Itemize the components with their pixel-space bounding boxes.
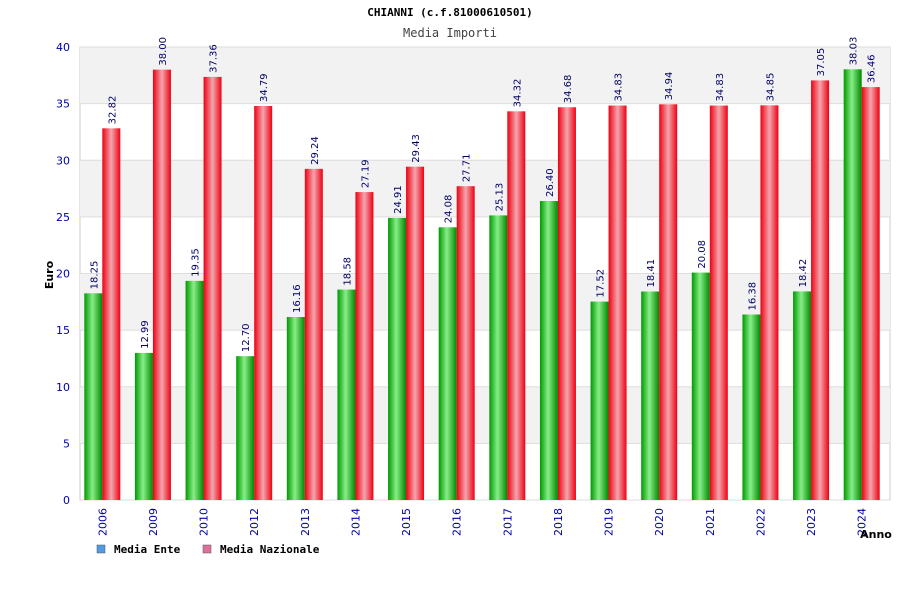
data-label: 16.38 [747, 282, 758, 311]
legend-label: Media Nazionale [220, 543, 320, 556]
x-tick-label: 2010 [198, 508, 211, 536]
data-label: 38.00 [158, 37, 169, 66]
bar-media-nazionale [709, 105, 728, 501]
bar-media-nazionale [507, 111, 526, 501]
x-tick-label: 2022 [754, 508, 767, 536]
bar-media-nazionale [608, 105, 627, 501]
bar-media-nazionale [760, 105, 779, 500]
bar-media-ente [539, 201, 558, 500]
y-tick-label: 10 [56, 381, 70, 394]
data-label: 19.35 [191, 248, 202, 277]
x-tick-label: 2023 [805, 508, 818, 536]
x-tick-label: 2021 [704, 508, 717, 536]
data-label: 37.05 [816, 48, 827, 77]
x-tick-label: 2018 [552, 508, 565, 536]
bar-media-nazionale [557, 107, 576, 501]
bar-media-ente [843, 69, 862, 501]
data-label: 12.70 [241, 324, 252, 353]
data-label: 34.83 [715, 73, 726, 102]
legend-label: Media Ente [114, 543, 181, 556]
data-label: 24.08 [444, 195, 455, 224]
bar-media-ente [84, 293, 103, 500]
bar-media-nazionale [254, 106, 273, 501]
bar-media-nazionale [811, 80, 830, 500]
x-tick-label: 2006 [96, 508, 109, 536]
data-label: 34.94 [664, 72, 675, 101]
data-label: 27.19 [360, 159, 371, 188]
y-tick-label: 35 [56, 98, 70, 111]
bar-media-nazionale [861, 87, 880, 500]
data-label: 32.82 [107, 96, 118, 125]
x-tick-label: 2020 [653, 508, 666, 536]
y-tick-label: 0 [63, 494, 70, 507]
chart-subtitle: Media Importi [403, 26, 497, 40]
data-label: 27.71 [462, 154, 473, 183]
x-axis-label: Anno [860, 528, 892, 541]
data-label: 18.41 [646, 259, 657, 288]
bar-media-nazionale [355, 192, 374, 501]
data-label: 18.58 [342, 257, 353, 286]
legend-swatch-media-nazionale [202, 544, 212, 554]
bar-media-nazionale [406, 166, 425, 500]
bar-media-nazionale [152, 69, 171, 501]
data-label: 17.52 [596, 269, 607, 298]
bar-media-ente [691, 272, 710, 500]
y-tick-label: 40 [56, 41, 70, 54]
bar-media-ente [641, 291, 660, 500]
data-label: 26.40 [545, 168, 556, 197]
data-label: 18.25 [89, 261, 100, 290]
y-tick-label: 25 [56, 211, 70, 224]
bar-media-ente [489, 215, 508, 500]
y-tick-label: 5 [63, 437, 70, 450]
data-label: 34.83 [614, 73, 625, 102]
x-tick-label: 2024 [856, 508, 869, 536]
data-label: 29.24 [310, 136, 321, 165]
data-label: 18.42 [798, 259, 809, 288]
bar-media-nazionale [203, 76, 222, 500]
data-label: 16.16 [292, 284, 303, 313]
data-label: 25.13 [494, 183, 505, 212]
data-label: 36.46 [867, 54, 878, 83]
data-label: 12.99 [140, 320, 151, 349]
bar-media-ente [590, 301, 609, 500]
y-axis-label: Euro [43, 260, 56, 289]
y-tick-label: 20 [56, 268, 70, 281]
bar-media-ente [388, 217, 407, 500]
bar-media-nazionale [304, 168, 323, 500]
x-tick-label: 2015 [400, 508, 413, 536]
bar-media-ente [337, 289, 356, 500]
x-tick-label: 2016 [451, 508, 464, 536]
y-tick-label: 30 [56, 154, 70, 167]
bar-media-ente [236, 356, 255, 500]
bar-media-nazionale [102, 128, 121, 500]
chart-title: CHIANNI (c.f.81000610501) [367, 6, 533, 19]
bar-media-ente [286, 316, 305, 500]
data-label: 37.36 [209, 44, 220, 73]
bar-media-ente [793, 291, 812, 500]
bar-media-ente [134, 352, 153, 500]
data-label: 34.68 [563, 75, 574, 104]
data-label: 38.03 [849, 37, 860, 66]
x-tick-label: 2014 [349, 508, 362, 536]
bar-media-ente [742, 314, 761, 500]
x-tick-label: 2009 [147, 508, 160, 536]
x-tick-label: 2012 [248, 508, 261, 536]
y-tick-label: 15 [56, 324, 70, 337]
data-label: 34.32 [512, 79, 523, 108]
legend-swatch-media-ente [96, 544, 106, 554]
x-tick-label: 2013 [299, 508, 312, 536]
bar-media-ente [185, 280, 204, 500]
x-tick-label: 2017 [501, 508, 514, 536]
bar-media-ente [438, 227, 457, 500]
bar-media-nazionale [659, 104, 678, 500]
data-label: 34.79 [259, 73, 270, 102]
x-tick-label: 2019 [603, 508, 616, 536]
data-label: 34.85 [765, 73, 776, 102]
bar-media-nazionale [456, 186, 475, 500]
data-label: 24.91 [393, 185, 404, 214]
data-label: 29.43 [411, 134, 422, 163]
data-label: 20.08 [697, 240, 708, 269]
